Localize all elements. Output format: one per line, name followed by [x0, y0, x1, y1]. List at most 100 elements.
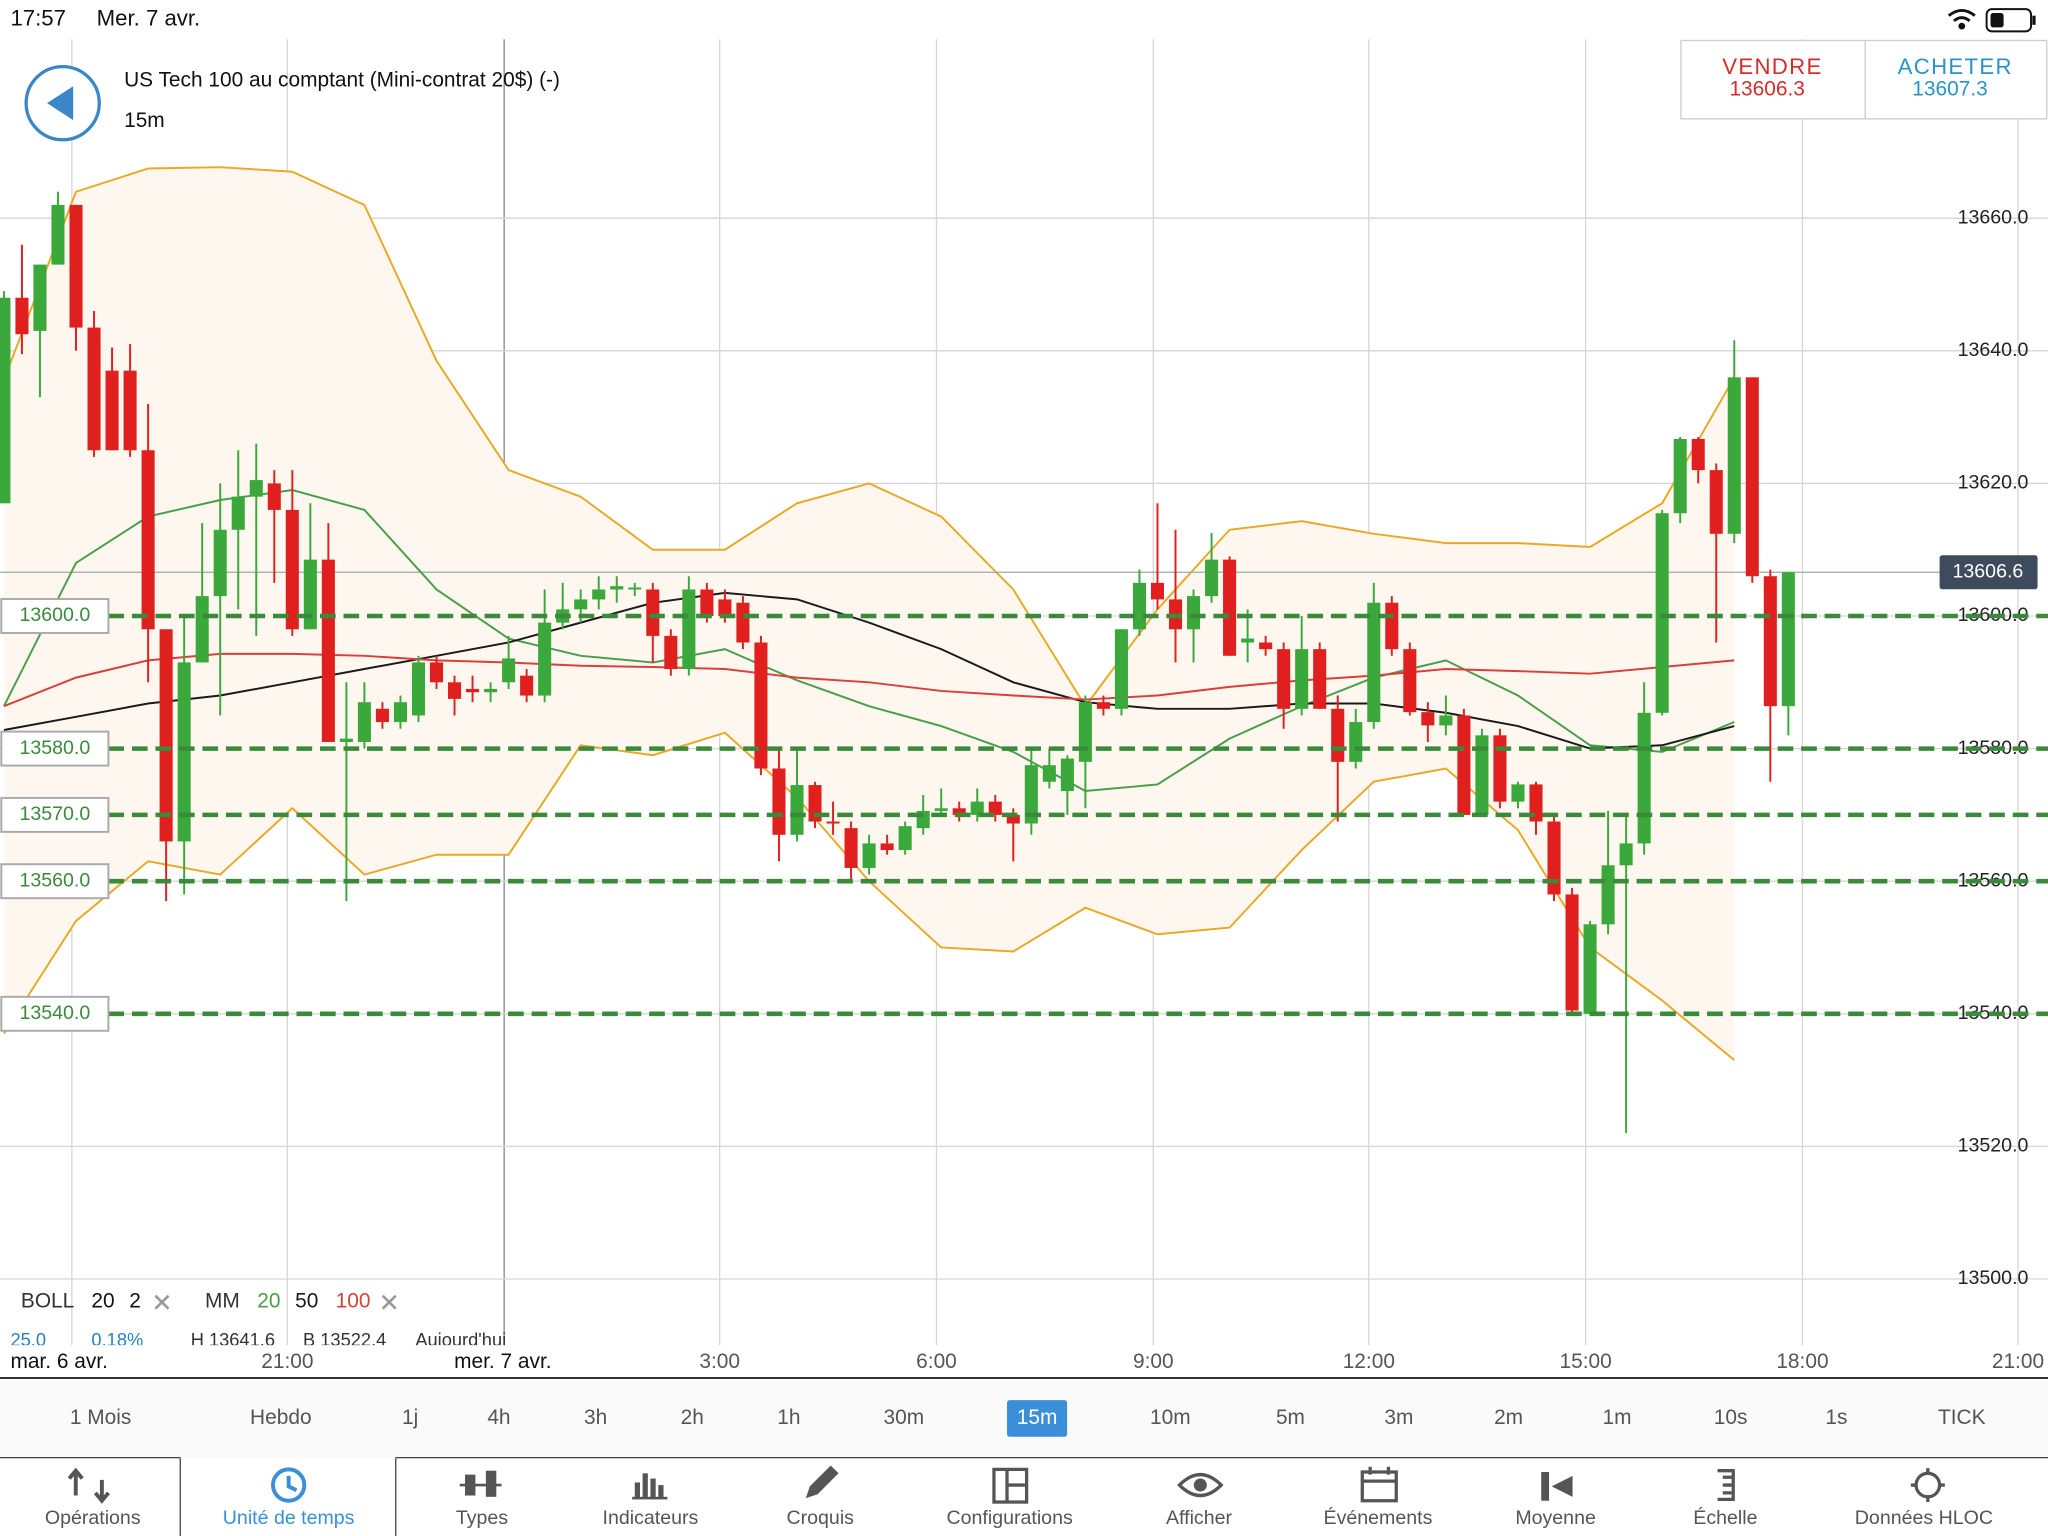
candle: [1187, 589, 1201, 663]
toolbar-item[interactable]: Configurations: [947, 1507, 1073, 1529]
candle: [808, 781, 822, 829]
toolbar-item[interactable]: Événements: [1324, 1506, 1433, 1529]
icon-eye: [1177, 1472, 1224, 1498]
timeframe-option[interactable]: 3m: [1384, 1406, 1413, 1429]
boll-remove[interactable]: [154, 1294, 170, 1310]
candle: [1205, 533, 1219, 603]
candle: [231, 450, 245, 610]
candle: [502, 635, 516, 689]
timeframe-option[interactable]: 2m: [1494, 1406, 1523, 1429]
toolbar-item[interactable]: Moyenne: [1515, 1507, 1596, 1529]
x-tick-label: 12:00: [1343, 1350, 1395, 1373]
candle-body: [1385, 602, 1399, 650]
candle-body: [538, 622, 552, 696]
candle-body: [303, 559, 317, 630]
timeframe-option[interactable]: 4h: [487, 1406, 510, 1429]
candle: [69, 204, 83, 351]
timeframe-option[interactable]: 1s: [1825, 1406, 1847, 1429]
timeframe-option[interactable]: 1 Mois: [70, 1406, 131, 1429]
candle-body: [898, 826, 912, 851]
candle: [375, 702, 389, 729]
ma-period: 20: [257, 1290, 280, 1313]
level-label[interactable]: 13560.0: [19, 869, 90, 891]
sell-button[interactable]: VENDRE 13606.3: [1722, 54, 1822, 101]
timeframe-option[interactable]: 1h: [777, 1406, 800, 1429]
candle-body: [880, 843, 894, 851]
candle: [1529, 781, 1543, 835]
ma-label[interactable]: MM: [205, 1290, 240, 1313]
timeframe-option[interactable]: 2h: [681, 1406, 704, 1429]
x-tick-label: mar. 6 avr.: [10, 1350, 107, 1373]
candle: [862, 834, 876, 875]
candle-body: [628, 587, 642, 590]
toolbar-item[interactable]: Opérations: [45, 1507, 141, 1529]
timeframe-option[interactable]: Hebdo: [250, 1406, 312, 1429]
candle-body: [1187, 596, 1201, 630]
candle: [1493, 728, 1507, 809]
candle: [826, 801, 840, 835]
candle-body: [718, 599, 732, 616]
y-tick-label: 13620.0: [1958, 472, 2029, 494]
candle-body: [646, 589, 660, 636]
timeframe-option[interactable]: 5m: [1276, 1406, 1305, 1429]
sell-label[interactable]: VENDRE: [1722, 54, 1822, 79]
date-label-bg: [437, 1349, 569, 1376]
icon-hloc: [1910, 1468, 1945, 1503]
candle: [1114, 629, 1128, 716]
toolbar-item[interactable]: Indicateurs: [603, 1507, 699, 1529]
stat: 25.0: [10, 1329, 46, 1350]
toolbar-item[interactable]: Afficher: [1166, 1507, 1232, 1529]
candle-body: [1457, 715, 1471, 815]
status-time: 17:57: [10, 5, 66, 30]
candle: [772, 748, 786, 862]
buy-button[interactable]: ACHETER 13607.3: [1898, 54, 2013, 101]
level-label[interactable]: 13570.0: [19, 803, 90, 825]
ma-remove[interactable]: [381, 1294, 397, 1310]
sell-price[interactable]: 13606.3: [1729, 78, 1804, 101]
level-label[interactable]: 13540.0: [19, 1002, 90, 1024]
timeframe-option[interactable]: 10m: [1150, 1406, 1191, 1429]
candle: [610, 576, 624, 603]
candle: [1727, 340, 1741, 544]
ma-period: 50: [295, 1290, 318, 1313]
candle-body: [375, 708, 389, 723]
candle-body: [1042, 765, 1056, 782]
candle-body: [411, 662, 426, 716]
timeframe-option[interactable]: 10s: [1714, 1406, 1748, 1429]
toolbar-item[interactable]: Croquis: [787, 1507, 855, 1529]
candle-body: [988, 801, 1002, 815]
level-label[interactable]: 13600.0: [19, 604, 90, 626]
timeframe-selected-bg: [1007, 1400, 1068, 1437]
buy-price[interactable]: 13607.3: [1912, 78, 1987, 101]
timeframe-option[interactable]: TICK: [1938, 1406, 1986, 1429]
icon-scale: [1717, 1469, 1735, 1502]
candle-body: [1619, 843, 1633, 866]
timeframe-label: 15m: [124, 109, 165, 132]
timeframe-option[interactable]: 30m: [884, 1406, 925, 1429]
timeframe-option[interactable]: 15m: [1017, 1406, 1058, 1429]
candle: [880, 834, 894, 855]
candle-body: [339, 738, 353, 742]
icon-types: [459, 1470, 502, 1497]
timeframe-option[interactable]: 3h: [584, 1406, 607, 1429]
candle-body: [610, 586, 624, 590]
level-label[interactable]: 13580.0: [19, 737, 90, 759]
indicator-legend: BOLL 20 2 MM 20 50 100: [21, 1290, 397, 1313]
candle: [1781, 572, 1795, 736]
toolbar-item[interactable]: Données HLOC: [1855, 1507, 1993, 1529]
candle-body: [1511, 784, 1525, 802]
buy-label[interactable]: ACHETER: [1898, 54, 2013, 79]
timeframe-option[interactable]: 1m: [1602, 1406, 1631, 1429]
candle: [321, 523, 335, 742]
toolbar-item[interactable]: Échelle: [1693, 1506, 1757, 1529]
candle-body: [1331, 708, 1345, 762]
boll-label[interactable]: BOLL: [21, 1290, 74, 1313]
toolbar-item[interactable]: Types: [456, 1507, 508, 1529]
x-axis: mar. 6 avr. 21:00 mer. 7 avr. 3:00 6:00 9:00 1…: [10, 1349, 2044, 1376]
toolbar-item[interactable]: Unité de temps: [223, 1507, 355, 1529]
back-button[interactable]: [24, 64, 101, 142]
candle: [844, 821, 858, 882]
candle-body: [520, 675, 534, 696]
candle-body: [1096, 702, 1110, 709]
timeframe-option[interactable]: 1j: [402, 1406, 418, 1429]
